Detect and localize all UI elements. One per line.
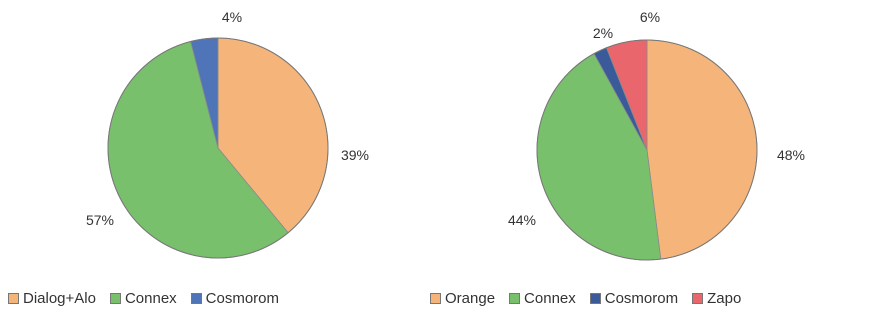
legend-swatch bbox=[509, 293, 521, 304]
legend-label: Orange bbox=[445, 290, 496, 307]
legend-label: Cosmorom bbox=[604, 290, 679, 307]
legend-swatch bbox=[430, 293, 441, 304]
legend-label: Connex bbox=[124, 290, 177, 307]
legend-swatch bbox=[109, 293, 121, 304]
legend-swatch bbox=[8, 293, 19, 304]
legend-label: Dialog+Alo bbox=[23, 290, 96, 307]
legend-item-orange: Orange bbox=[430, 290, 495, 307]
pie-label-orange: 48% bbox=[777, 147, 805, 163]
pie-chart-right: 48% 44% 2% 6% bbox=[508, 9, 805, 261]
legend-swatch bbox=[190, 293, 202, 304]
pie-label-connex: 44% bbox=[508, 212, 536, 228]
legend-item-dialog-alo: Dialog+Alo bbox=[8, 290, 96, 307]
legend-item-connex: Connex bbox=[109, 290, 177, 307]
legend-left: Dialog+Alo Connex Cosmorom bbox=[8, 290, 279, 307]
pie-outline bbox=[107, 37, 329, 259]
pie-label-dialog-alo: 39% bbox=[341, 147, 369, 163]
pie-slice-orange bbox=[646, 39, 758, 260]
pie-label-cosmorom: 2% bbox=[593, 25, 613, 41]
pie-chart-left: 39% 57% 4% bbox=[86, 9, 369, 259]
pie-outline bbox=[536, 39, 758, 261]
legend-item-cosmorom: Cosmorom bbox=[589, 290, 679, 307]
pie-label-zapp: 6% bbox=[640, 9, 660, 25]
pie-label-connex: 57% bbox=[86, 212, 114, 228]
legend-item-cosmorom: Cosmorom bbox=[190, 290, 280, 307]
legend-swatch bbox=[692, 293, 704, 304]
legend-item-zapo: Zapo bbox=[692, 290, 741, 307]
legend-label: Connex bbox=[524, 290, 576, 307]
legend-label: Zapo bbox=[707, 290, 742, 307]
legend-swatch bbox=[589, 293, 601, 304]
legend-label: Cosmorom bbox=[205, 290, 280, 307]
legend-item-connex: Connex bbox=[509, 290, 576, 307]
pie-label-cosmorom: 4% bbox=[222, 9, 242, 25]
legend-right: Orange Connex Cosmorom Zapo bbox=[430, 290, 741, 307]
